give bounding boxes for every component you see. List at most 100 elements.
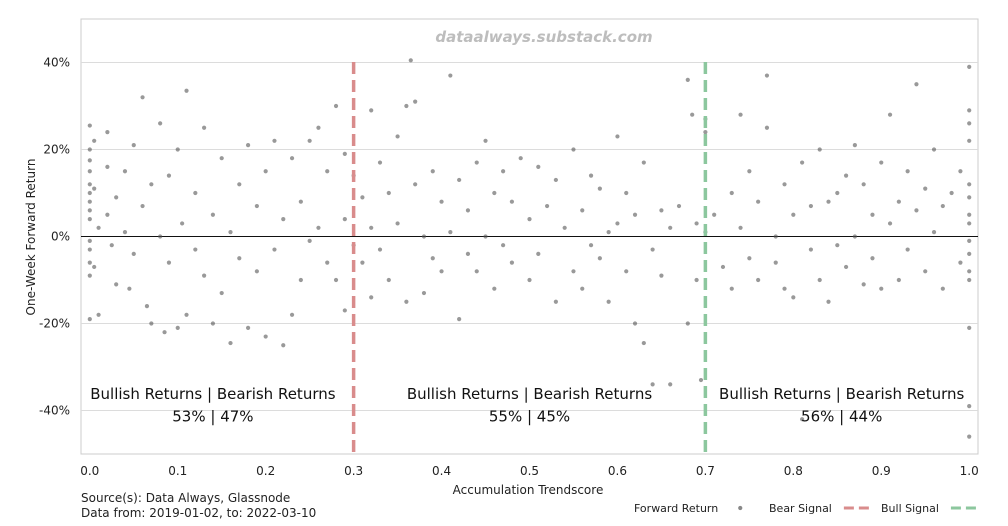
data-point-0-202 <box>879 286 884 291</box>
data-point-0-102 <box>430 169 435 174</box>
data-point-0-65 <box>281 343 286 348</box>
x-tick-label-7: 0.7 <box>696 464 715 478</box>
data-point-0-234 <box>967 434 972 439</box>
data-point-0-15 <box>92 186 97 191</box>
data-point-0-14 <box>92 138 97 143</box>
data-point-0-77 <box>333 103 339 109</box>
data-point-0-205 <box>896 199 901 204</box>
data-point-0-101 <box>421 290 427 296</box>
legend-label-2: Bull Signal <box>881 502 939 515</box>
data-point-0-154 <box>668 382 673 387</box>
data-point-0-116 <box>492 190 497 196</box>
data-point-0-168 <box>729 286 734 291</box>
data-point-0-150 <box>650 247 655 252</box>
data-point-0-203 <box>887 112 893 117</box>
data-point-0-179 <box>782 182 787 187</box>
data-point-0-52 <box>219 290 224 296</box>
data-point-0-138 <box>597 256 602 261</box>
data-point-0-17 <box>96 312 101 317</box>
data-point-0-184 <box>800 417 805 422</box>
data-point-0-32 <box>144 304 150 309</box>
data-point-0-24 <box>114 195 119 200</box>
data-point-0-214 <box>931 230 937 235</box>
data-point-0-119 <box>501 243 506 248</box>
legend-label-0: Forward Return <box>634 502 718 515</box>
data-point-0-39 <box>166 260 172 265</box>
data-point-0-75 <box>325 169 330 174</box>
data-point-0-218 <box>958 169 963 174</box>
data-point-0-172 <box>747 256 752 261</box>
data-point-0-26 <box>122 230 128 235</box>
data-point-0-158 <box>690 112 695 117</box>
data-point-0-0 <box>87 123 92 128</box>
y-tick-label-2: 0% <box>51 230 70 244</box>
data-point-0-37 <box>162 330 167 335</box>
data-point-0-190 <box>826 299 831 304</box>
data-point-0-232 <box>967 325 972 330</box>
data-point-0-122 <box>518 156 523 161</box>
data-point-0-105 <box>439 269 444 274</box>
data-point-0-141 <box>615 134 620 139</box>
data-point-0-7 <box>87 208 92 213</box>
data-point-0-142 <box>615 221 620 226</box>
source-note: Source(s): Data Always, Glassnode <box>81 491 290 505</box>
data-point-0-36 <box>158 234 163 239</box>
data-point-0-58 <box>245 325 251 330</box>
data-point-0-230 <box>967 269 972 274</box>
region-values-2: 56% | 44% <box>801 407 882 425</box>
data-point-0-135 <box>588 173 594 178</box>
data-point-0-130 <box>562 225 567 230</box>
data-point-0-3 <box>87 169 92 174</box>
data-point-0-233 <box>967 404 972 409</box>
data-point-0-89 <box>377 160 383 165</box>
data-point-0-72 <box>307 238 312 243</box>
data-point-0-117 <box>492 286 497 291</box>
data-point-0-175 <box>764 73 770 78</box>
data-point-0-162 <box>703 130 708 135</box>
data-point-0-2 <box>87 158 92 163</box>
data-point-0-177 <box>773 234 778 239</box>
data-point-0-215 <box>940 203 945 209</box>
data-point-0-6 <box>87 199 92 204</box>
data-point-0-30 <box>140 95 145 100</box>
x-tick-label-8: 0.8 <box>784 464 803 478</box>
data-point-0-178 <box>773 260 778 265</box>
data-point-0-148 <box>641 160 646 165</box>
data-point-0-25 <box>122 169 128 174</box>
y-tick-labels: -40% -20% 0% 20% 40% <box>39 56 70 418</box>
data-point-0-121 <box>509 260 515 265</box>
data-point-0-53 <box>228 230 233 235</box>
data-point-0-47 <box>202 125 207 130</box>
data-point-0-151 <box>659 208 664 213</box>
data-point-0-60 <box>254 269 259 274</box>
data-point-0-183 <box>800 160 805 165</box>
data-point-0-213 <box>931 147 937 152</box>
data-point-0-149 <box>650 382 655 387</box>
data-point-0-8 <box>87 217 92 222</box>
data-point-0-66 <box>281 217 286 222</box>
data-point-0-18 <box>96 225 101 230</box>
data-point-0-45 <box>193 190 198 196</box>
y-tick-label-4: 40% <box>43 56 70 70</box>
data-point-0-182 <box>791 295 796 300</box>
data-point-0-109 <box>457 177 462 183</box>
data-point-0-64 <box>272 247 277 252</box>
data-point-0-112 <box>474 160 479 165</box>
data-point-0-159 <box>694 221 699 226</box>
y-axis-label: One-Week Forward Return <box>24 159 38 316</box>
data-point-0-165 <box>712 212 717 217</box>
region-header-0: Bullish Returns | Bearish Returns <box>90 385 335 403</box>
data-point-0-51 <box>219 156 224 161</box>
region-values-1: 55% | 45% <box>489 407 570 425</box>
data-point-0-174 <box>756 277 761 283</box>
data-point-0-219 <box>958 260 963 265</box>
data-point-0-106 <box>448 73 453 78</box>
data-point-0-100 <box>421 234 427 239</box>
region-header-1: Bullish Returns | Bearish Returns <box>407 385 652 403</box>
data-point-0-99 <box>413 99 418 104</box>
data-point-0-181 <box>791 212 796 217</box>
data-point-0-61 <box>263 169 268 174</box>
y-tick-label-3: 20% <box>43 143 70 157</box>
data-point-0-5 <box>87 190 92 196</box>
